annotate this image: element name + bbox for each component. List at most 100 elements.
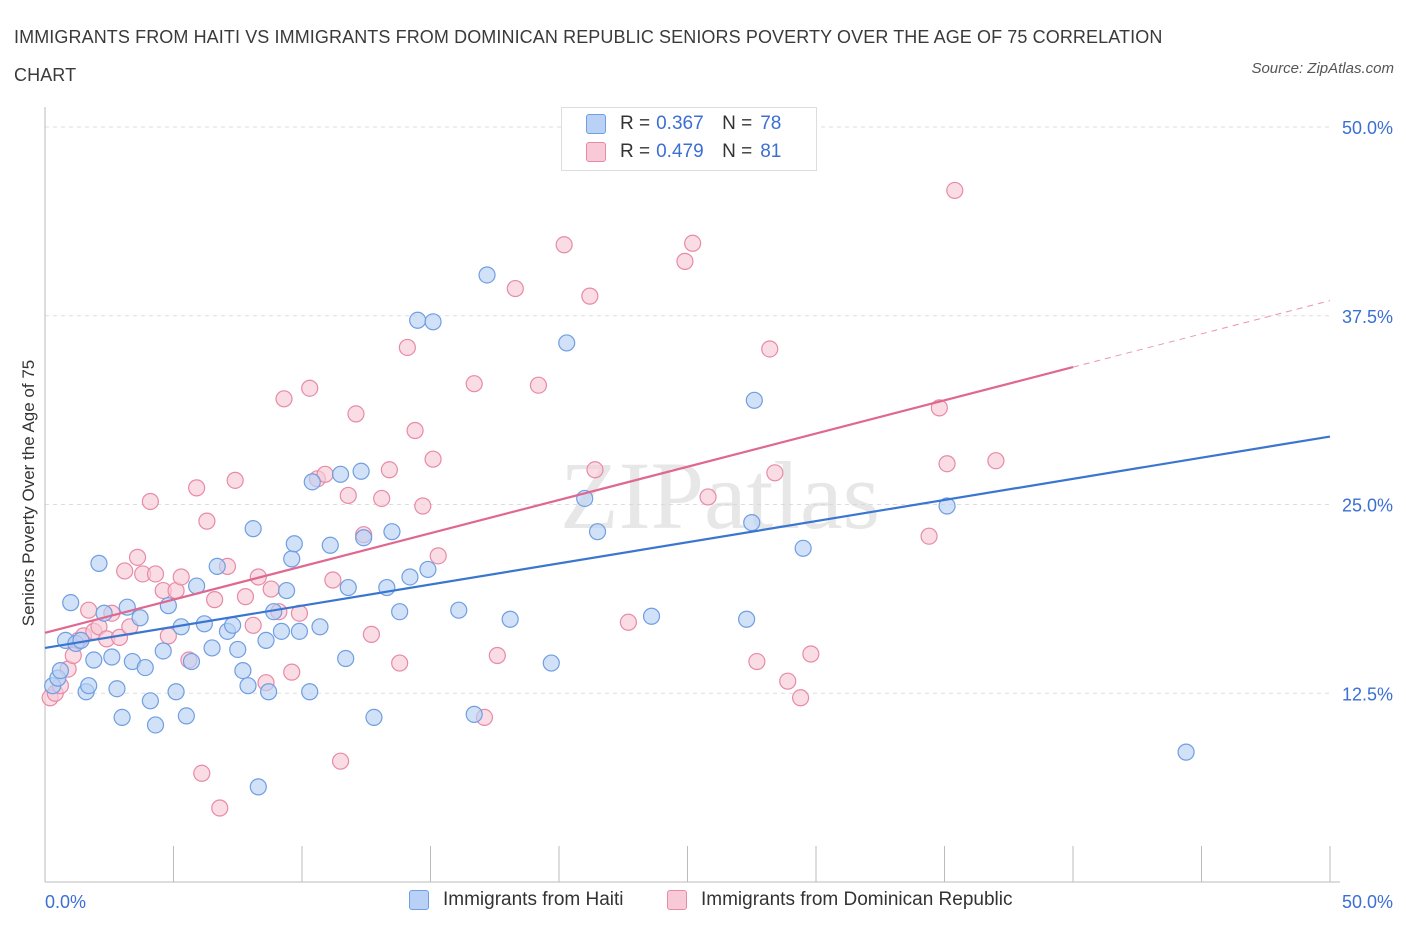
- trend-lines: [44, 300, 1331, 650]
- haiti-trend-line: [44, 435, 1331, 650]
- haiti-point: [108, 680, 126, 698]
- dr-point: [761, 340, 779, 358]
- haiti-point: [283, 550, 301, 568]
- dr-swatch: [586, 142, 606, 162]
- haiti-point: [80, 677, 98, 695]
- dr-point: [429, 547, 447, 565]
- dr-points: [41, 181, 1005, 817]
- dr-point: [146, 565, 165, 583]
- dr-point: [987, 452, 1005, 470]
- haiti-point: [285, 535, 303, 553]
- chart-title: IMMIGRANTS FROM HAITI VS IMMIGRANTS FROM…: [14, 27, 1163, 85]
- dr-r-value: 0.479: [656, 141, 704, 162]
- haiti-point: [409, 311, 427, 329]
- haiti-point: [331, 465, 350, 483]
- stats-legend: R = 0.367 N = 78 R = 0.479 N = 81: [561, 107, 817, 171]
- dr-trend-extension: [1072, 300, 1331, 368]
- haiti-points: [44, 266, 1195, 796]
- haiti-point: [257, 631, 275, 650]
- dr-point: [172, 568, 190, 586]
- y-axis-label: Seniors Poverty Over the Age of 75: [19, 360, 38, 626]
- dr-r-label: R =: [620, 141, 651, 162]
- haiti-point: [424, 313, 442, 331]
- dr-point: [188, 479, 206, 497]
- y-tick-label: 25.0%: [1342, 496, 1393, 516]
- haiti-point: [195, 615, 213, 633]
- haiti-point: [249, 778, 267, 796]
- dr-point: [331, 752, 350, 770]
- haiti-point: [450, 601, 468, 619]
- dr-point: [116, 562, 134, 580]
- haiti-point: [383, 523, 401, 541]
- dr-point: [324, 571, 342, 589]
- haiti-point: [542, 654, 560, 672]
- haiti-point: [154, 642, 172, 660]
- haiti-point: [167, 683, 185, 701]
- dr-point: [380, 461, 398, 479]
- haiti-point: [141, 692, 159, 710]
- tick-labels: 12.5% 25.0% 37.5% 50.0% 0.0% 50.0%: [45, 118, 1393, 912]
- dr-point: [406, 421, 424, 440]
- dr-point: [128, 548, 147, 566]
- haiti-point: [337, 649, 355, 668]
- grid-lines: [45, 126, 1330, 694]
- watermark: ZIPatlas: [560, 442, 880, 549]
- dr-point: [301, 379, 319, 397]
- y-tick-label: 12.5%: [1342, 684, 1393, 704]
- legend-item-dr[interactable]: Immigrants from Dominican Republic: [667, 889, 1013, 911]
- dr-point: [262, 580, 280, 598]
- legend-item-haiti[interactable]: Immigrants from Haiti: [409, 889, 624, 911]
- haiti-point: [478, 266, 496, 284]
- haiti-point: [303, 473, 321, 491]
- haiti-point: [239, 677, 257, 695]
- dr-point: [275, 390, 293, 408]
- dr-point: [555, 236, 573, 254]
- dr-point: [938, 455, 956, 473]
- dr-point: [779, 672, 797, 690]
- haiti-point: [51, 661, 70, 680]
- dr-point: [619, 613, 637, 631]
- dr-point: [398, 338, 416, 357]
- haiti-point: [113, 708, 131, 727]
- dr-point: [424, 450, 442, 468]
- dr-point: [465, 375, 483, 393]
- haiti-n-value: 78: [760, 113, 782, 134]
- dr-point: [391, 654, 409, 672]
- haiti-point: [136, 658, 154, 677]
- legend-row-dr: R = 0.479 N = 81: [586, 140, 781, 164]
- haiti-point: [365, 708, 383, 727]
- dr-point: [699, 488, 717, 506]
- dr-point: [236, 588, 255, 606]
- dr-trend-line: [44, 366, 1074, 634]
- dr-point: [488, 646, 506, 665]
- dr-point: [244, 616, 262, 634]
- dr-point: [748, 652, 766, 671]
- dr-point: [339, 486, 357, 505]
- haiti-point: [588, 523, 607, 541]
- haiti-point: [501, 610, 519, 628]
- haiti-point: [85, 651, 103, 669]
- haiti-point: [642, 607, 661, 625]
- dr-point: [684, 234, 702, 252]
- dr-point: [676, 252, 694, 270]
- dr-point: [211, 799, 229, 817]
- dr-point: [791, 689, 810, 707]
- dr-point: [362, 625, 380, 643]
- dr-point: [802, 645, 820, 663]
- haiti-point: [208, 557, 226, 576]
- haiti-point: [277, 581, 296, 600]
- haiti-point: [339, 578, 357, 597]
- haiti-point: [738, 610, 756, 628]
- haiti-point: [401, 568, 419, 586]
- haiti-point: [272, 622, 291, 640]
- haiti-point: [62, 594, 80, 612]
- haiti-legend-label: Immigrants from Haiti: [443, 889, 624, 910]
- haiti-r-label: R =: [620, 113, 651, 134]
- y-tick-label: 37.5%: [1342, 307, 1393, 327]
- haiti-point: [224, 616, 242, 634]
- haiti-point: [234, 661, 252, 680]
- haiti-point: [182, 652, 201, 671]
- dr-point: [414, 497, 432, 515]
- haiti-point: [244, 520, 262, 538]
- haiti-point: [558, 334, 576, 352]
